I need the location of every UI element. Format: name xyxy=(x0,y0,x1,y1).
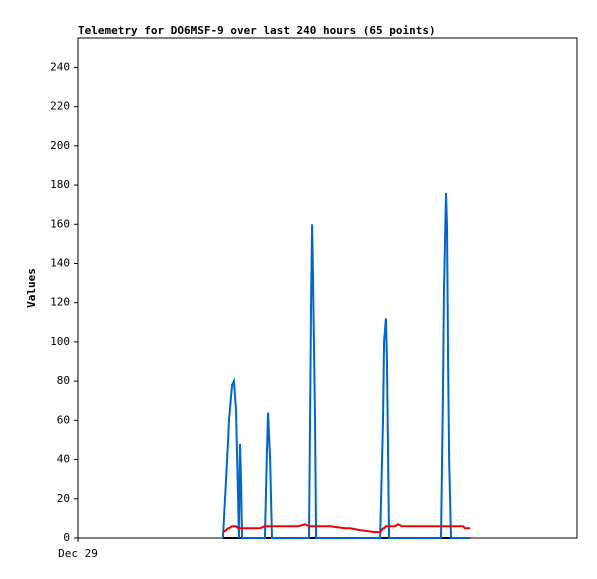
y-tick-label: 80 xyxy=(57,374,70,387)
y-tick-label: 120 xyxy=(50,296,70,309)
y-tick-label: 220 xyxy=(50,100,70,113)
y-tick-label: 180 xyxy=(50,178,70,191)
y-tick-label: 100 xyxy=(50,335,70,348)
y-tick-label: 160 xyxy=(50,217,70,230)
series-line xyxy=(221,192,471,539)
y-tick-label: 60 xyxy=(57,413,70,426)
y-tick-label: 140 xyxy=(50,256,70,269)
y-tick-label: 200 xyxy=(50,139,70,152)
x-tick-label: Dec 29 xyxy=(58,547,98,560)
chart-title: Telemetry for DO6MSF-9 over last 240 hou… xyxy=(78,24,436,37)
y-tick-label: 0 xyxy=(63,531,70,544)
y-tick-label: 240 xyxy=(50,60,70,73)
y-tick-label: 40 xyxy=(57,453,70,466)
series-line xyxy=(222,523,471,534)
y-axis-label: Values xyxy=(25,268,38,308)
y-tick-label: 20 xyxy=(57,492,70,505)
